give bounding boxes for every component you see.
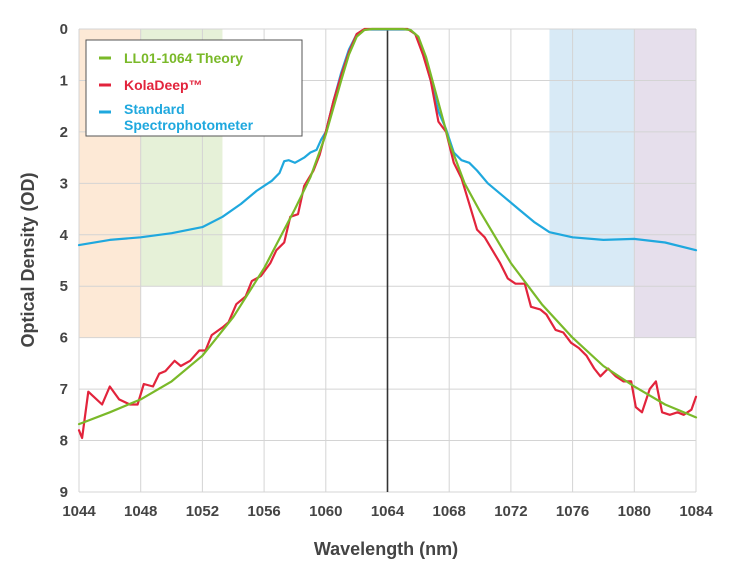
y-tick-label-7: 7 [60,381,68,398]
legend-box [85,39,303,137]
y-tick-label-9: 9 [60,484,68,501]
y-axis-tick-labels: 0 1 2 3 4 5 6 7 8 9 [60,21,69,501]
x-tick-label-1052: 1052 [186,503,219,520]
legend-label-spectrophotometer-line2: Spectrophotometer [124,117,254,133]
series-line-theory [77,27,698,426]
x-tick-label-1064: 1064 [371,503,405,520]
x-tick-label-1060: 1060 [309,503,342,520]
y-tick-label-3: 3 [60,175,68,192]
x-tick-label-1048: 1048 [124,503,157,520]
shaded-region-3 [549,29,635,287]
x-tick-label-1072: 1072 [494,503,527,520]
y-tick-label-0: 0 [60,21,68,38]
y-tick-label-1: 1 [60,72,68,89]
x-tick-label-1056: 1056 [247,503,280,520]
x-tick-label-1076: 1076 [556,503,589,520]
legend-label-spectrophotometer: Standard Spectrophotometer [124,101,254,133]
y-tick-label-2: 2 [60,124,68,141]
x-axis-tick-labels: 1044 1048 1052 1056 1060 1064 1068 1072 1076 1080… [62,503,713,520]
legend: LL01-1064 Theory KolaDeep™ Standard Spec… [85,39,303,137]
series-lines [77,27,698,440]
y-tick-label-6: 6 [60,330,68,347]
x-tick-label-1080: 1080 [618,503,651,520]
legend-label-theory: LL01-1064 Theory [124,50,243,66]
x-tick-label-1044: 1044 [62,503,96,520]
y-axis-title: Optical Density (OD) [18,172,38,347]
x-tick-label-1068: 1068 [433,503,466,520]
y-tick-label-8: 8 [60,433,68,450]
legend-label-spectrophotometer-line1: Standard [124,101,185,117]
y-tick-label-5: 5 [60,278,68,295]
x-tick-label-1084: 1084 [679,503,713,520]
legend-label-koladeep: KolaDeep™ [124,77,203,93]
x-axis-title: Wavelength (nm) [314,539,458,559]
y-tick-label-4: 4 [60,227,69,244]
